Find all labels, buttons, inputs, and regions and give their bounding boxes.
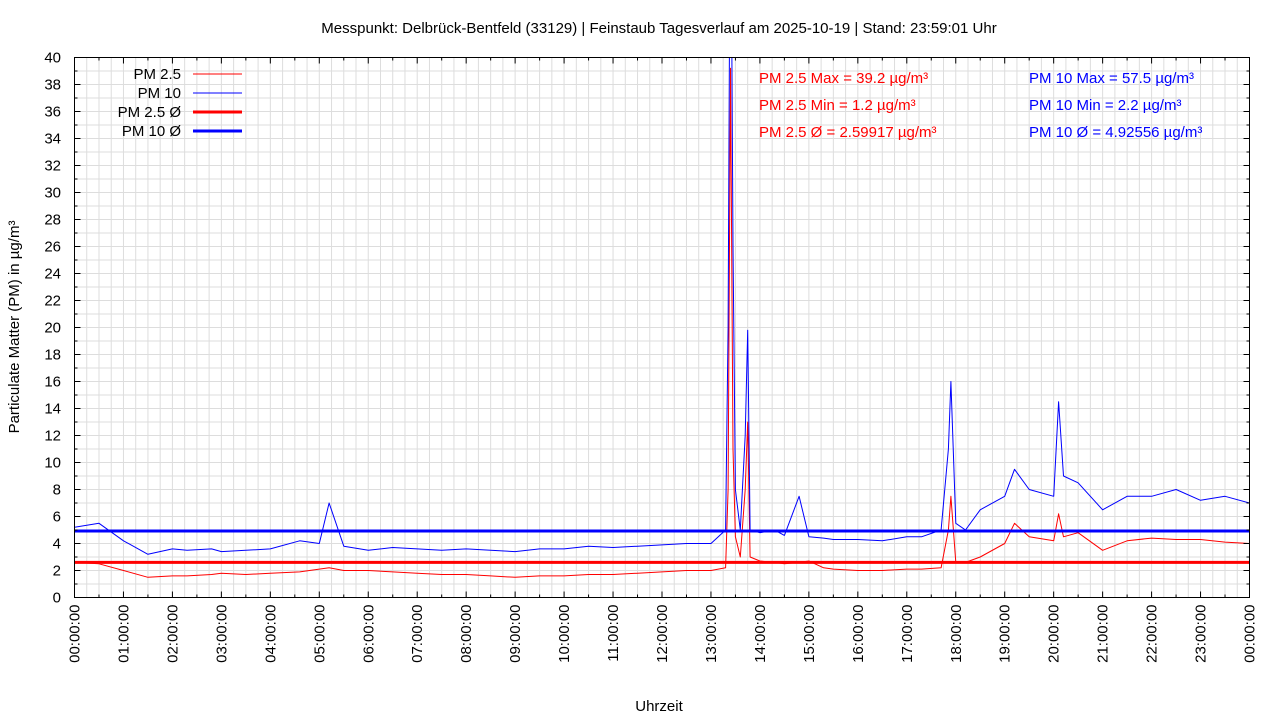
x-axis-label: Uhrzeit [635,698,683,715]
y-tick-label: 30 [44,185,61,202]
y-tick-label: 24 [44,266,61,283]
pm25-min-annotation: PM 2.5 Min = 1.2 µg/m³ [759,97,916,114]
pm10-min-annotation: PM 10 Min = 2.2 µg/m³ [1029,97,1181,114]
x-tick-label: 08:00:00 [458,605,475,663]
x-tick-label: 01:00:00 [115,605,132,663]
y-tick-label: 10 [44,455,61,472]
y-tick-label: 20 [44,320,61,337]
x-tick-label: 04:00:00 [262,605,279,663]
y-tick-label: 0 [53,590,61,607]
pm10-avg-annotation: PM 10 Ø = 4.92556 µg/m³ [1029,124,1202,141]
y-tick-label: 4 [53,536,61,553]
y-tick-label: 2 [53,563,61,580]
x-tick-label: 22:00:00 [1144,605,1161,663]
x-tick-label: 10:00:00 [556,605,573,663]
pm10-max-annotation: PM 10 Max = 57.5 µg/m³ [1029,70,1194,87]
y-tick-label: 38 [44,77,61,94]
y-tick-label: 14 [44,401,61,418]
x-tick-label: 05:00:00 [311,605,328,663]
x-tick-label: 20:00:00 [1046,605,1063,663]
x-tick-label: 17:00:00 [899,605,916,663]
x-tick-label: 02:00:00 [164,605,181,663]
legend-label-pm25-avg: PM 2.5 Ø [118,104,182,121]
x-tick-labels: 00:00:00 01:00:00 02:00:00 03:00:00 04:00:00… [67,605,1259,663]
pm25-max-annotation: PM 2.5 Max = 39.2 µg/m³ [759,70,928,87]
y-tick-label: 36 [44,104,61,121]
x-tick-label: 18:00:00 [948,605,965,663]
x-tick-label: 00:00:00 [1242,605,1259,663]
y-tick-label: 28 [44,212,61,229]
legend: PM 2.5 PM 10 PM 2.5 Ø PM 10 Ø [118,66,242,140]
y-tick-label: 26 [44,239,61,256]
y-tick-label: 22 [44,293,61,310]
x-tick-label: 03:00:00 [213,605,230,663]
x-tick-label: 06:00:00 [360,605,377,663]
y-tick-label: 32 [44,158,61,175]
x-tick-label: 15:00:00 [801,605,818,663]
x-tick-label: 09:00:00 [507,605,524,663]
x-tick-label: 12:00:00 [654,605,671,663]
legend-label-pm10-avg: PM 10 Ø [122,123,182,140]
x-tick-label: 19:00:00 [997,605,1014,663]
x-tick-label: 21:00:00 [1095,605,1112,663]
x-tick-label: 11:00:00 [605,605,622,662]
y-tick-label: 16 [44,374,61,391]
y-tick-label: 18 [44,347,61,364]
x-tick-label: 13:00:00 [703,605,720,663]
x-tick-label: 23:00:00 [1193,605,1210,663]
x-tick-label: 00:00:00 [67,605,84,663]
x-tick-label: 07:00:00 [409,605,426,663]
axis-ticks [74,57,1250,598]
y-tick-label: 8 [53,482,61,499]
x-tick-label: 14:00:00 [752,605,769,663]
x-tick-label: 16:00:00 [850,605,867,663]
y-tick-label: 6 [53,509,61,526]
statistics-annotations: PM 2.5 Max = 39.2 µg/m³ PM 2.5 Min = 1.2… [759,70,1202,141]
pm25-avg-annotation: PM 2.5 Ø = 2.59917 µg/m³ [759,124,936,141]
y-tick-label: 12 [44,428,61,445]
chart-title: Messpunkt: Delbrück-Bentfeld (33129) | F… [321,20,996,37]
y-axis-label: Particulate Matter (PM) in µg/m³ [6,221,23,434]
y-tick-label: 34 [44,131,61,148]
legend-label-pm25: PM 2.5 [133,66,181,83]
y-tick-label: 40 [44,50,61,67]
plot-area [74,57,1250,578]
legend-label-pm10: PM 10 [138,85,181,102]
